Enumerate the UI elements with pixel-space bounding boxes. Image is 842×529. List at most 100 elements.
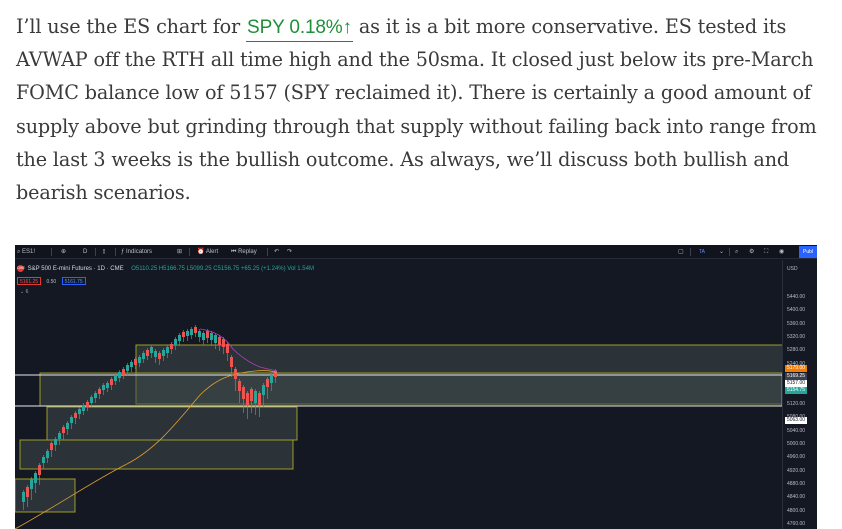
axis-price-tag: 5179.00: [785, 365, 807, 372]
snapshot-icon[interactable]: ◉: [779, 249, 785, 255]
candle-body: [22, 492, 25, 502]
candle-body: [38, 465, 41, 475]
candle-body: [250, 389, 253, 401]
settings-icon[interactable]: ⚙: [749, 249, 755, 255]
candle-body: [222, 339, 225, 347]
candle-body: [194, 327, 197, 333]
candle-body: [94, 393, 97, 398]
axis-price-label[interactable]: 4960.00: [787, 454, 806, 461]
candle-body: [50, 443, 53, 450]
candle-body: [66, 423, 69, 429]
alert-button[interactable]: ⏰ Alert: [197, 248, 218, 256]
fullscreen-icon[interactable]: ⛶: [764, 249, 769, 255]
article-paragraph: I’ll use the ES chart for SPY 0.18%↑ as …: [16, 10, 828, 209]
candle-body: [86, 402, 89, 407]
candle-body: [102, 385, 105, 390]
indicators-label: Indicators: [126, 249, 153, 255]
candle-body: [82, 405, 85, 411]
templates-icon[interactable]: ⊞: [177, 249, 183, 255]
bar-style-icon[interactable]: ⫾: [103, 249, 105, 255]
article-intro: I’ll use the ES chart for: [16, 15, 241, 38]
add-symbol-icon[interactable]: ⊕: [61, 249, 67, 255]
publish-button[interactable]: Publ: [799, 246, 817, 258]
sell-button[interactable]: 5161.25: [17, 277, 42, 285]
candle-body: [254, 391, 257, 403]
undo-icon[interactable]: ↶: [274, 249, 280, 255]
balance-zone: [39, 372, 782, 407]
candle-body: [210, 333, 213, 340]
axis-price-label[interactable]: 5360.00: [787, 320, 806, 327]
legend-title[interactable]: S&P 500 E-mini Futures · 1D · CME: [27, 266, 124, 273]
candle-body: [62, 427, 65, 433]
axis-price-label[interactable]: 5280.00: [787, 347, 806, 354]
axis-currency-label[interactable]: USD: [787, 266, 798, 272]
toolbar-divider: [267, 248, 268, 256]
axis-price-label[interactable]: 5040.00: [787, 427, 806, 434]
candle-body: [70, 417, 73, 423]
chart-plot-area[interactable]: [15, 245, 782, 529]
symbol-label: ES1!: [22, 249, 36, 255]
candle-body: [214, 335, 217, 343]
article-body: as it is a bit more conservative. ES tes…: [16, 15, 817, 205]
candle-body: [138, 357, 141, 363]
indicators-button[interactable]: ƒ Indicators: [121, 248, 152, 256]
candle-body: [42, 457, 45, 463]
candle-body: [142, 353, 145, 359]
search-icon: ⌕: [17, 249, 21, 255]
candle-body: [178, 335, 181, 341]
candle-body: [246, 393, 249, 405]
candle-body: [258, 393, 261, 405]
layout-icon[interactable]: ▢: [678, 249, 684, 255]
candle-body: [54, 439, 57, 445]
axis-price-label[interactable]: 5240.00: [787, 360, 806, 367]
replay-button[interactable]: ⏮ Replay: [231, 248, 257, 256]
layout-label[interactable]: TA: [699, 249, 706, 255]
tradingview-chart[interactable]: ⌕ ES1! ⊕ D ⫾ ƒ Indicators ⊞ ⏰ Alert ⏮ Re…: [15, 245, 817, 529]
toolbar-divider: [189, 248, 190, 256]
axis-price-label[interactable]: 4920.00: [787, 467, 806, 474]
axis-price-label[interactable]: 5440.00: [787, 294, 806, 300]
price-axis[interactable]: USD 5440.00 5400.00 5360.00 5320.00 5280.00 5…: [782, 260, 817, 529]
candle-body: [166, 347, 169, 353]
candle-body: [206, 331, 209, 338]
axis-price-label[interactable]: 4760.00: [787, 520, 806, 527]
candle-body: [182, 332, 185, 337]
axis-price-label[interactable]: 4840.00: [787, 494, 806, 501]
symbol-search[interactable]: ⌕ ES1!: [17, 248, 35, 256]
replay-label: Replay: [238, 249, 257, 255]
quick-search-icon[interactable]: ⌕: [735, 249, 739, 255]
candle-body: [114, 375, 117, 381]
balance-zone: [19, 439, 294, 470]
axis-price-label[interactable]: 5320.00: [787, 334, 806, 341]
axis-price-label[interactable]: 5120.00: [787, 400, 806, 407]
ticker-chip-spy[interactable]: SPY 0.18%↑: [246, 15, 353, 42]
axis-price-label[interactable]: 4800.00: [787, 507, 806, 514]
candle-body: [170, 344, 173, 349]
axis-price-label[interactable]: 5400.00: [787, 307, 806, 314]
redo-icon[interactable]: ↷: [287, 249, 293, 255]
collapse-legend-icon[interactable]: ⌄ 6: [20, 289, 29, 295]
candle-body: [162, 350, 165, 356]
candle-body: [110, 379, 113, 385]
axis-price-label[interactable]: 5000.00: [787, 440, 806, 447]
alert-icon: ⏰: [197, 249, 205, 255]
candle-body: [158, 353, 161, 359]
chevron-down-icon[interactable]: ⌄: [719, 249, 725, 255]
legend-ohlc: O5110.25 H5166.75 L5099.25 C5156.75 +65.…: [131, 266, 314, 273]
alert-label: Alert: [205, 249, 219, 255]
candle-body: [154, 351, 157, 357]
candle-body: [46, 451, 49, 458]
interval-button[interactable]: D: [83, 249, 88, 255]
toolbar-divider: [690, 248, 691, 256]
axis-price-tag: 5154.75: [785, 387, 807, 394]
candle-body: [130, 362, 133, 367]
candle-body: [58, 433, 61, 439]
chart-toolbar: ⌕ ES1! ⊕ D ⫾ ƒ Indicators ⊞ ⏰ Alert ⏮ Re…: [15, 245, 817, 259]
axis-price-label[interactable]: 4880.00: [787, 480, 806, 487]
toolbar-divider: [729, 248, 730, 256]
exchange-badge: CME: [17, 265, 25, 272]
buy-button[interactable]: 5161.75: [61, 277, 86, 285]
candle-body: [218, 337, 221, 345]
replay-icon: ⏮: [231, 249, 237, 255]
candle-body: [262, 385, 265, 395]
